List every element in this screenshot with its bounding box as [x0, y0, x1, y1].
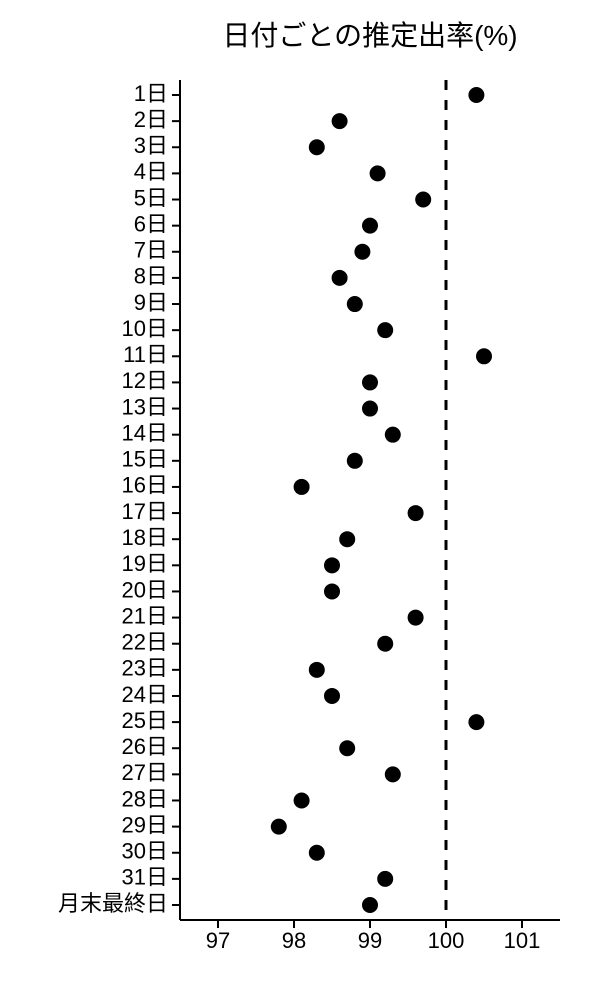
data-point [294, 792, 310, 808]
x-tick-label: 98 [282, 928, 306, 953]
data-point [339, 531, 355, 547]
data-point [468, 714, 484, 730]
y-tick-label: 8日 [134, 264, 168, 289]
x-axis-ticks: 97 98 99 100 101 [206, 920, 541, 953]
x-tick-label: 100 [428, 928, 465, 953]
data-point [324, 557, 340, 573]
x-tick-label: 97 [206, 928, 230, 953]
data-point [309, 139, 325, 155]
y-tick-label: 22日 [122, 630, 168, 655]
data-points [271, 87, 492, 913]
data-point [354, 244, 370, 260]
y-tick-label: 16日 [122, 473, 168, 498]
data-point [468, 87, 484, 103]
data-point [377, 322, 393, 338]
data-point [332, 270, 348, 286]
y-tick-label: 5日 [134, 185, 168, 210]
y-tick-label: 30日 [122, 839, 168, 864]
data-point [476, 348, 492, 364]
y-tick-label: 1日 [134, 81, 168, 106]
y-axis-ticks: 1日2日3日4日5日6日7日8日9日10日11日12日13日14日15日16日1… [58, 81, 180, 916]
y-tick-label: 18日 [122, 525, 168, 550]
y-tick-label: 13日 [122, 394, 168, 419]
x-tick-label: 99 [358, 928, 382, 953]
data-point [339, 740, 355, 756]
data-point [324, 688, 340, 704]
data-point [347, 453, 363, 469]
data-point [332, 113, 348, 129]
data-point [415, 192, 431, 208]
y-tick-label: 23日 [122, 656, 168, 681]
data-point [347, 296, 363, 312]
data-point [362, 897, 378, 913]
chart-title: 日付ごとの推定出率(%) [222, 20, 517, 51]
y-tick-label: 29日 [122, 812, 168, 837]
y-tick-label: 24日 [122, 682, 168, 707]
data-point [408, 610, 424, 626]
y-tick-label: 25日 [122, 708, 168, 733]
data-point [294, 479, 310, 495]
y-tick-label: 20日 [122, 577, 168, 602]
data-point [271, 819, 287, 835]
data-point [385, 766, 401, 782]
y-tick-label: 12日 [122, 368, 168, 393]
y-tick-label: 19日 [122, 551, 168, 576]
y-tick-label: 11日 [123, 342, 168, 367]
y-tick-label: 27日 [122, 760, 168, 785]
y-tick-label: 9日 [134, 290, 168, 315]
chart-container: 日付ごとの推定出率(%)1日2日3日4日5日6日7日8日9日10日11日12日1… [0, 0, 600, 1000]
y-tick-label: 14日 [122, 420, 168, 445]
data-point [309, 845, 325, 861]
y-tick-label: 28日 [122, 786, 168, 811]
data-point [362, 218, 378, 234]
dot-plot-chart: 日付ごとの推定出率(%)1日2日3日4日5日6日7日8日9日10日11日12日1… [0, 0, 600, 1000]
y-tick-label: 2日 [134, 107, 168, 132]
data-point [309, 662, 325, 678]
data-point [362, 401, 378, 417]
y-tick-label: 31日 [122, 865, 168, 890]
y-tick-label: 15日 [122, 447, 168, 472]
data-point [385, 427, 401, 443]
data-point [408, 505, 424, 521]
data-point [377, 636, 393, 652]
y-tick-label: 17日 [122, 499, 168, 524]
y-tick-label: 26日 [122, 734, 168, 759]
y-tick-label: 3日 [134, 133, 168, 158]
y-tick-label: 月末最終日 [58, 891, 168, 916]
y-tick-label: 6日 [134, 211, 168, 236]
data-point [377, 871, 393, 887]
data-point [324, 583, 340, 599]
y-tick-label: 7日 [134, 238, 168, 263]
y-tick-label: 21日 [122, 603, 168, 628]
y-tick-label: 4日 [134, 159, 168, 184]
data-point [362, 374, 378, 390]
y-tick-label: 10日 [122, 316, 168, 341]
data-point [370, 165, 386, 181]
x-tick-label: 101 [504, 928, 541, 953]
